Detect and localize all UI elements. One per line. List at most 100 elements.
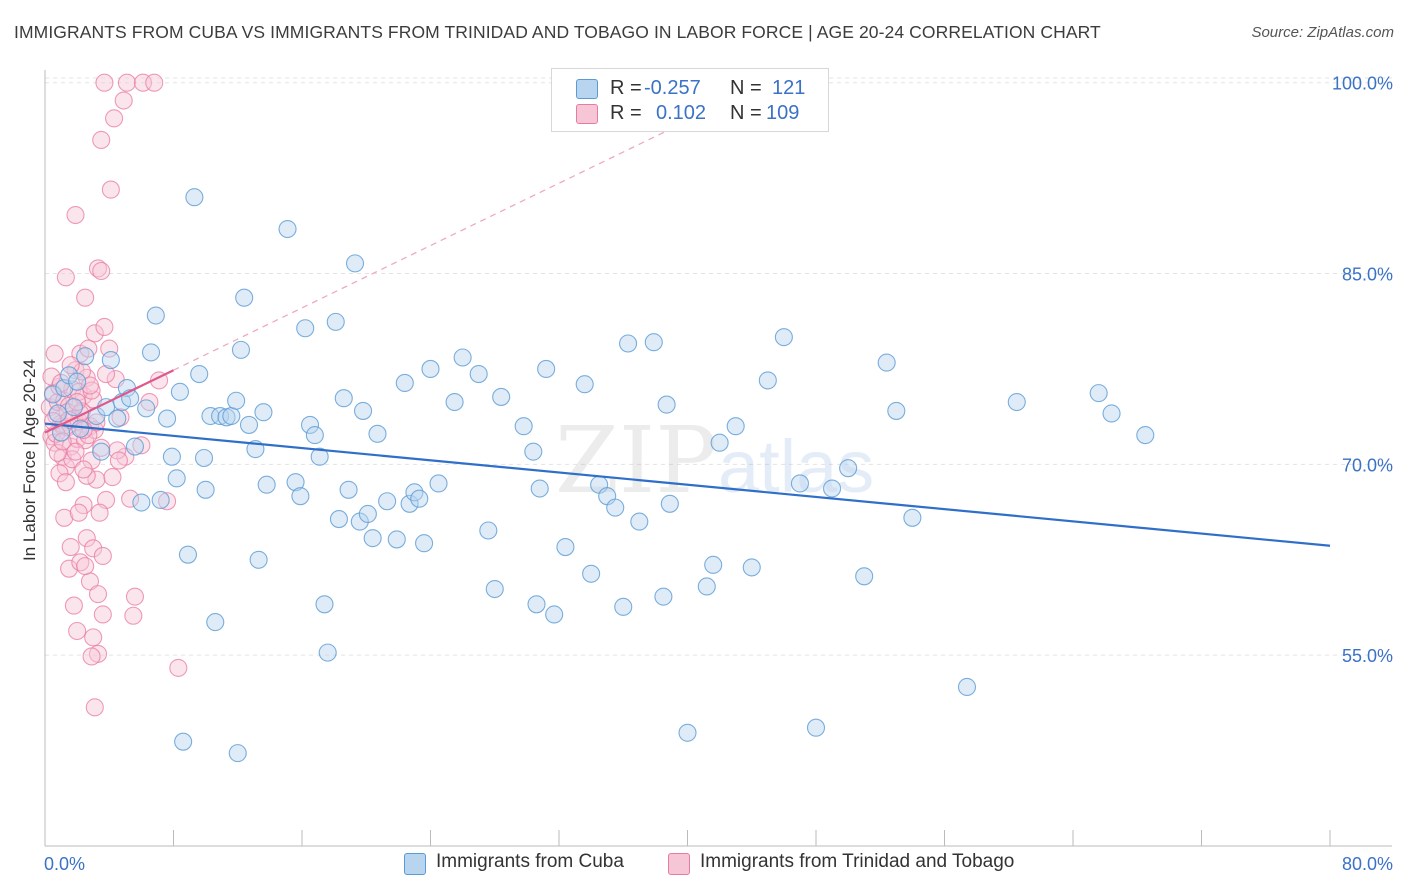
cuba-point [887,401,906,420]
cuba-point [92,442,111,461]
legend-r-value: -0.257 [644,77,701,99]
cuba-point [132,493,151,512]
cuba-point [654,587,673,606]
cuba-point [141,343,161,362]
trend-lines [44,120,1331,547]
legend-r-value: 0.102 [656,102,707,124]
cuba-point [378,492,397,511]
trinidad-point [42,367,61,386]
trinidad-point [114,91,133,110]
trinidad-point [45,344,64,363]
legend-n-label: N = [730,77,762,99]
x-tick-label-min: 0.0% [44,854,85,874]
cuba-point [151,490,170,510]
cuba-point [64,398,83,417]
trinidad-point [92,261,111,281]
cuba-point [660,494,679,513]
cuba-point [254,403,273,422]
trinidad-point [76,557,95,576]
cuba-point [339,480,358,499]
cuba-point [43,385,63,404]
cuba-point [710,433,729,452]
cuba-point [630,512,649,531]
legend-r-label: R = [610,102,642,124]
cuba-point [368,424,387,443]
trinidad-point [101,180,120,199]
x-tick-label-max: 80.0% [1342,854,1393,874]
cuba-point [146,306,165,325]
cuba-point [903,508,922,527]
trinidad-point [95,73,114,92]
cuba-point [524,442,543,461]
trinidad-point [95,317,114,337]
trinidad-point [61,537,80,557]
cuba-point [1102,404,1121,423]
cuba-point [527,595,546,614]
cuba-point [239,415,259,434]
cuba-point [855,567,874,586]
bottom-legend-label-cuba: Immigrants from Cuba [436,851,624,872]
cuba-point [582,564,601,583]
cuba-point [326,312,345,331]
cuba-point [174,732,193,751]
cuba-point [614,597,633,616]
cuba-point [358,504,377,524]
cuba-point [657,395,676,414]
legend-r-label: R = [610,77,642,99]
cuba-point [429,474,448,493]
cuba-point [726,417,745,436]
cuba-point [310,447,329,466]
trinidad-trend-extension [173,120,688,371]
cuba-point [231,340,251,359]
cuba-point [823,479,842,498]
trinidad-point [103,468,122,487]
cuba-point [387,530,406,549]
cuba-point [1136,426,1155,445]
cuba-point [196,480,215,499]
watermark-zip: ZIP [555,407,717,514]
trinidad-point [66,442,85,461]
cuba-point [530,479,549,498]
cuba-point [704,555,723,574]
y-axis-label: In Labor Force | Age 20-24 [20,359,39,561]
trinidad-point [109,451,128,470]
trinidad-trend-line [44,369,174,434]
cuba-point [185,188,204,207]
cuba-point [190,364,209,384]
cuba-point [485,579,504,599]
cuba-point [575,375,594,394]
y-tick-label: 55.0% [1342,646,1393,666]
cuba-point [228,744,247,763]
series-cuba-points [43,188,1155,763]
cuba-point [537,359,556,379]
cuba-point [201,406,220,426]
cuba-point [445,392,464,412]
cuba-point [162,447,181,466]
legend-n-value: 109 [766,102,800,124]
trinidad-point [68,621,87,641]
cuba-point [318,643,337,662]
cuba-point [606,498,625,517]
trinidad-point [68,392,87,412]
cuba-point [334,389,353,408]
trinidad-point [93,605,112,624]
trinidad-point [132,436,151,455]
cuba-trend-line [44,422,1331,547]
cuba-point [101,350,120,370]
cuba-point [1089,384,1108,403]
cuba-point [479,521,498,540]
trinidad-point [124,606,143,625]
cuba-point [170,382,189,401]
cuba-point [137,399,156,418]
legend-swatch-cuba [576,79,598,99]
cuba-point [678,723,697,742]
cuba-point [790,474,809,493]
trinidad-point [82,647,101,666]
trinidad-point [88,259,108,278]
trinidad-point [48,443,67,462]
cuba-point [278,219,297,239]
trinidad-point [55,508,74,527]
cuba-point [1007,392,1026,412]
cuba-point [315,595,334,614]
